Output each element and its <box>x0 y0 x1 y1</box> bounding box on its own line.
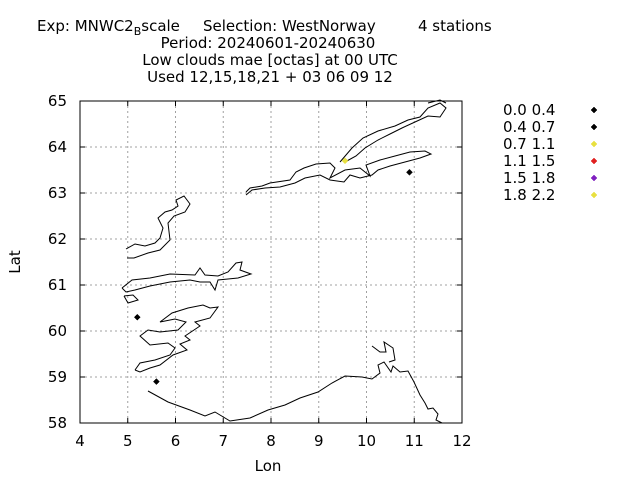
chart-title: Low clouds mae [octas] at 00 UTC <box>142 51 398 69</box>
coastline-northwest <box>427 99 447 104</box>
coastline-main <box>147 361 443 424</box>
y-tick-label: 58 <box>48 414 67 432</box>
axis-ticks: 4 5 6 7 8 9 10 11 12 58 59 60 61 62 63 64 65 <box>48 92 472 450</box>
x-axis-label: Lon <box>255 457 282 475</box>
coastline-trondheim <box>245 150 433 196</box>
y-tick-label: 59 <box>48 368 67 386</box>
grid-lines <box>80 101 462 423</box>
coastline-north <box>339 102 447 163</box>
y-tick-label: 62 <box>48 230 67 248</box>
coastline <box>121 99 447 424</box>
station-marker <box>341 157 349 165</box>
legend-marker <box>590 157 598 165</box>
selection-label: Selection: WestNorway <box>203 17 376 35</box>
coastline-nordfjord <box>125 195 191 259</box>
legend-label: 1.8 2.2 <box>503 186 555 204</box>
legend-label: 1.5 1.8 <box>503 169 555 187</box>
x-tick-label: 6 <box>171 432 181 450</box>
plot-area <box>79 100 463 424</box>
x-tick-label: 12 <box>452 432 471 450</box>
coastline-sognefjord <box>121 261 253 293</box>
coastline-south-fjord <box>134 304 220 373</box>
y-tick-label: 61 <box>48 276 67 294</box>
legend-marker <box>590 106 598 114</box>
x-tick-label: 11 <box>405 432 424 450</box>
x-tick-label: 7 <box>218 432 228 450</box>
x-tick-label: 9 <box>314 432 324 450</box>
legend-label: 0.7 1.1 <box>503 135 555 153</box>
station-count: 4 stations <box>418 17 492 35</box>
coastline-east <box>371 340 396 363</box>
legend-marker <box>590 191 598 199</box>
legend-marker <box>590 174 598 182</box>
y-tick-label: 65 <box>48 92 67 110</box>
x-tick-label: 4 <box>75 432 85 450</box>
x-tick-label: 5 <box>123 432 133 450</box>
coastline-west-islands <box>123 294 139 304</box>
period-label: Period: 20240601-20240630 <box>161 34 376 52</box>
y-tick-label: 64 <box>48 138 67 156</box>
y-tick-label: 60 <box>48 322 67 340</box>
station-marker <box>133 313 141 321</box>
experiment-label: Exp: MNWC2Bscale <box>37 17 180 38</box>
y-axis-label: Lat <box>6 250 24 274</box>
station-marker <box>406 168 413 176</box>
legend-label: 1.1 1.5 <box>503 152 555 170</box>
legend-marker <box>590 140 598 148</box>
station-markers <box>133 157 413 385</box>
legend-label: 0.4 0.7 <box>503 118 555 136</box>
legend-marker <box>590 123 598 131</box>
x-tick-label: 8 <box>266 432 276 450</box>
x-tick-label: 10 <box>357 432 376 450</box>
station-marker <box>153 378 160 385</box>
y-tick-label: 63 <box>48 184 67 202</box>
legend-label: 0.0 0.4 <box>503 101 555 119</box>
used-times-label: Used 12,15,18,21 + 03 06 09 12 <box>147 68 393 86</box>
legend: 0.0 0.40.4 0.70.7 1.11.1 1.51.5 1.81.8 2… <box>503 101 598 204</box>
